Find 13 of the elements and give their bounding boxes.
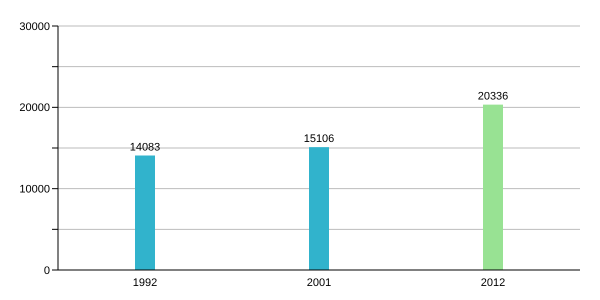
data-label: 15106	[304, 133, 334, 146]
bar	[483, 104, 503, 270]
y-tick-label: 10000	[19, 184, 50, 196]
y-tick-label: 0	[44, 264, 50, 277]
y-tick-label: 20000	[19, 102, 50, 114]
y-tick-label: 30000	[19, 20, 50, 33]
bar	[135, 155, 155, 270]
x-tick-label: 2001	[306, 276, 332, 289]
x-tick-label: 2012	[480, 276, 506, 289]
data-label: 14083	[130, 141, 160, 154]
x-tick-label: 1992	[132, 276, 158, 289]
data-label: 20336	[478, 90, 508, 103]
bar	[309, 147, 329, 270]
